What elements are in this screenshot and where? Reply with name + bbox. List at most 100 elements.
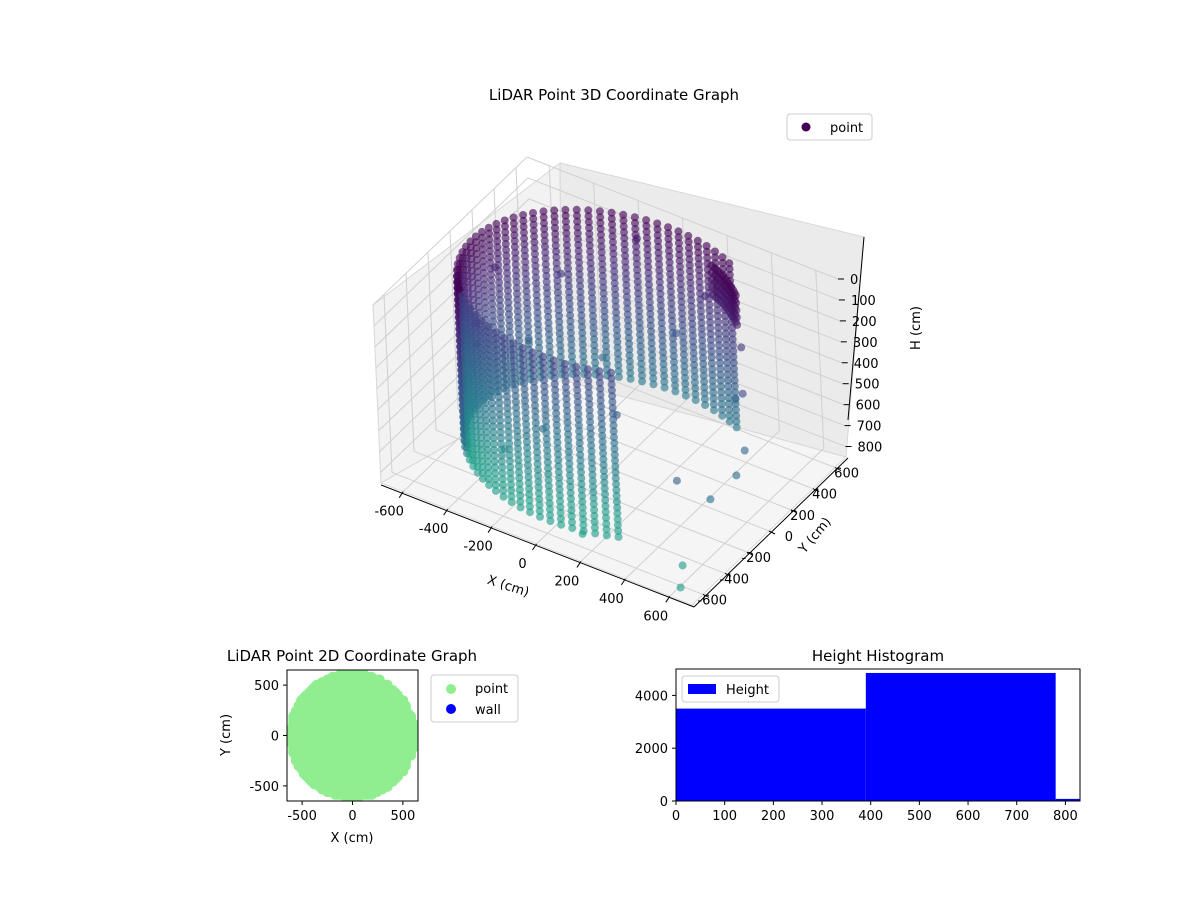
data-point <box>532 279 541 288</box>
y-tick-label: 0 <box>785 530 793 545</box>
data-point <box>495 296 504 305</box>
data-point <box>695 272 704 280</box>
data-point <box>600 301 609 310</box>
data-point <box>479 352 488 360</box>
data-point <box>532 291 541 300</box>
data-point <box>493 363 502 372</box>
data-point <box>728 335 737 344</box>
data-point <box>632 242 641 251</box>
data-point <box>495 393 503 401</box>
data-point <box>608 403 617 412</box>
data-point <box>600 478 609 487</box>
data-point <box>483 439 492 448</box>
data-point <box>587 270 596 279</box>
data-point <box>602 342 610 351</box>
data-point <box>723 370 732 379</box>
data-point <box>612 497 621 506</box>
data-point <box>706 324 715 333</box>
data-point <box>590 511 599 520</box>
x-tick-label: -500 <box>287 809 317 824</box>
data-point <box>659 354 668 363</box>
data-point <box>523 455 532 464</box>
data-point <box>478 245 487 254</box>
data-point <box>522 426 531 435</box>
data-point <box>498 463 507 472</box>
y-tick-label: 2000 <box>635 742 668 757</box>
data-point <box>513 295 522 304</box>
data-point <box>698 342 707 351</box>
data-point <box>620 245 629 254</box>
data-point <box>510 374 519 383</box>
data-point <box>478 463 487 472</box>
data-point <box>703 253 712 262</box>
y-tick-label: 400 <box>812 488 837 503</box>
data-point <box>708 376 717 385</box>
data-point <box>694 248 703 257</box>
data-point <box>522 293 531 302</box>
data-point <box>676 274 685 283</box>
data-point <box>488 404 497 413</box>
data-point <box>716 376 725 385</box>
data-point <box>534 483 543 492</box>
data-point <box>518 344 527 353</box>
data-point <box>563 258 572 267</box>
data-point <box>540 393 549 402</box>
data-point <box>622 275 631 284</box>
data-point <box>667 305 676 314</box>
data-point <box>504 421 513 430</box>
data-point <box>486 258 495 267</box>
data-point <box>513 289 521 298</box>
data-point <box>521 414 530 423</box>
data-point <box>733 320 742 329</box>
data-point <box>476 410 485 419</box>
data-point <box>649 380 658 389</box>
data-point <box>561 371 570 380</box>
data-point <box>597 420 606 428</box>
data-point <box>697 324 706 333</box>
data-point <box>551 385 560 394</box>
x-axis-line <box>380 484 695 608</box>
data-point <box>544 481 553 490</box>
data-point <box>657 313 666 322</box>
data-point <box>530 389 539 398</box>
data-point <box>539 364 548 373</box>
data-point <box>584 371 592 380</box>
data-point <box>483 451 492 460</box>
data-point <box>579 515 588 524</box>
data-point <box>480 292 489 301</box>
data-point <box>554 462 563 471</box>
data-point <box>722 352 731 361</box>
data-point <box>484 463 493 472</box>
data-point <box>709 400 718 409</box>
data-point <box>677 291 686 300</box>
data-point <box>512 278 521 286</box>
data-point <box>544 318 553 327</box>
data-point <box>632 234 641 243</box>
data-point <box>564 282 573 291</box>
data-point <box>501 369 510 378</box>
data-point <box>492 334 501 343</box>
data-point <box>461 298 470 306</box>
data-point <box>502 375 511 383</box>
data-point <box>529 209 537 217</box>
data-point <box>622 281 631 290</box>
data-point <box>711 253 720 262</box>
data-point <box>524 478 533 487</box>
z-ticks: 0 100 200 300 400 500 600 700 800 <box>838 273 882 456</box>
data-point <box>633 271 642 280</box>
data-point <box>565 459 574 468</box>
data-point <box>554 450 562 459</box>
data-point <box>655 278 664 287</box>
data-point <box>560 359 569 368</box>
grid-line-z-back <box>531 261 843 385</box>
data-point <box>523 443 532 452</box>
data-point <box>732 298 741 307</box>
data-point <box>725 399 733 408</box>
data-point <box>553 438 562 447</box>
data-point <box>565 305 574 314</box>
data-point <box>573 223 582 232</box>
data-point <box>501 234 510 242</box>
data-point <box>588 294 597 303</box>
data-point <box>713 312 722 320</box>
data-point <box>621 251 630 260</box>
